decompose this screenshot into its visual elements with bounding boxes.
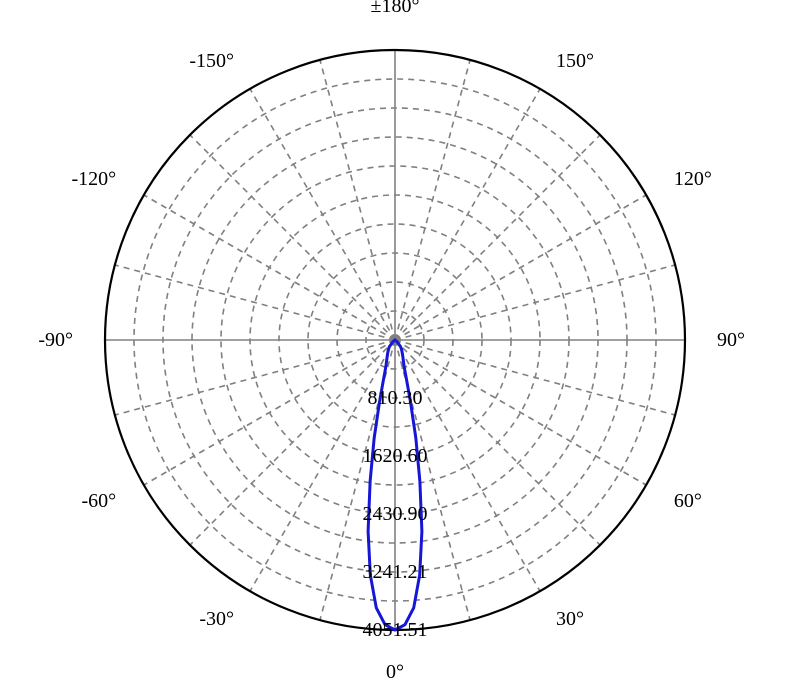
angle-label: 90° [717, 329, 745, 351]
angle-label: 30° [556, 608, 584, 630]
angle-label: 120° [674, 168, 712, 190]
angle-label: -120° [71, 168, 116, 190]
polar-chart-svg: 810.30 1620.60 2430.90 3241.21 4051.51 0° 30° 6… [0, 0, 791, 688]
angle-label: -150° [189, 50, 234, 72]
angle-label: 60° [674, 490, 702, 512]
radial-label: 1620.60 [363, 445, 428, 467]
polar-chart: 810.30 1620.60 2430.90 3241.21 4051.51 0° 30° 6… [0, 0, 791, 688]
radial-label: 3241.21 [363, 561, 428, 583]
angle-label: ±180° [371, 0, 420, 17]
angle-label: -90° [38, 329, 73, 351]
radial-label: 810.30 [368, 387, 423, 409]
angle-label: -60° [81, 490, 116, 512]
radial-label: 2430.90 [363, 503, 428, 525]
angle-label: 0° [386, 661, 404, 683]
angle-label: -30° [199, 608, 234, 630]
angle-label: 150° [556, 50, 594, 72]
radial-label: 4051.51 [363, 619, 428, 641]
